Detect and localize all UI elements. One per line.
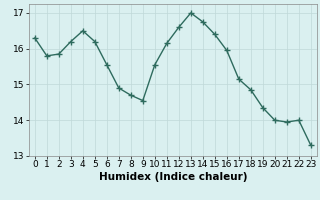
X-axis label: Humidex (Indice chaleur): Humidex (Indice chaleur) bbox=[99, 172, 247, 182]
